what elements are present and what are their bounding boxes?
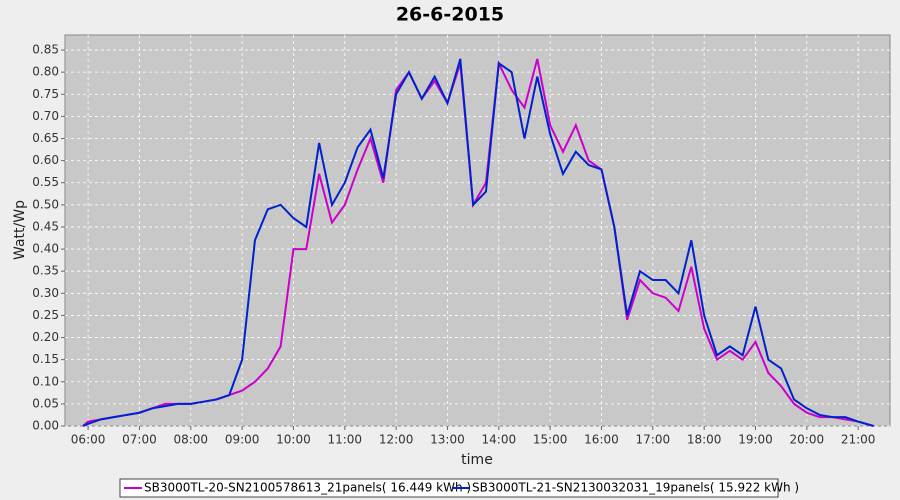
y-tick-label: 0.80 [32, 65, 59, 79]
x-tick-label: 21:00 [841, 433, 876, 447]
y-tick-label: 0.75 [32, 87, 59, 101]
y-tick-label: 0.65 [32, 131, 59, 145]
y-tick-label: 0.00 [32, 419, 59, 433]
y-tick-label: 0.40 [32, 242, 59, 256]
y-tick-label: 0.20 [32, 330, 59, 344]
x-tick-label: 12:00 [379, 433, 414, 447]
series-line [82, 58, 874, 427]
y-tick-label: 0.10 [32, 374, 59, 388]
y-axis-label: Watt/Wp [12, 200, 28, 260]
y-tick-label: 0.05 [32, 396, 59, 410]
y-tick-label: 0.35 [32, 264, 59, 278]
chart-title: 26-6-2015 [396, 4, 504, 26]
x-tick-label: 15:00 [533, 433, 568, 447]
x-tick-label: 17:00 [636, 433, 671, 447]
y-tick-label: 0.55 [32, 175, 59, 189]
x-axis-label: time [461, 452, 493, 468]
x-tick-label: 16:00 [584, 433, 619, 447]
y-tick-label: 0.85 [32, 43, 59, 57]
x-tick-label: 08:00 [173, 433, 208, 447]
y-tick-label: 0.45 [32, 219, 59, 233]
x-tick-label: 07:00 [122, 433, 157, 447]
y-tick-label: 0.30 [32, 286, 59, 300]
x-tick-label: 06:00 [71, 433, 106, 447]
legend-label: SB3000TL-20-SN2100578613_21panels( 16.44… [144, 481, 471, 495]
x-tick-label: 13:00 [430, 433, 465, 447]
y-tick-label: 0.50 [32, 197, 59, 211]
legend [119, 478, 779, 498]
y-tick-label: 0.60 [32, 153, 59, 167]
x-tick-label: 14:00 [482, 433, 517, 447]
x-tick-label: 19:00 [738, 433, 773, 447]
y-tick-label: 0.70 [32, 109, 59, 123]
x-tick-label: 09:00 [225, 433, 260, 447]
x-tick-label: 11:00 [327, 433, 362, 447]
y-tick-label: 0.15 [32, 352, 59, 366]
plot-area [64, 34, 891, 427]
y-tick-label: 0.25 [32, 308, 59, 322]
x-tick-label: 20:00 [790, 433, 825, 447]
x-tick-label: 18:00 [687, 433, 722, 447]
legend-label: SB3000TL-21-SN2130032031_19panels( 15.92… [472, 481, 799, 495]
x-tick-label: 10:00 [276, 433, 311, 447]
